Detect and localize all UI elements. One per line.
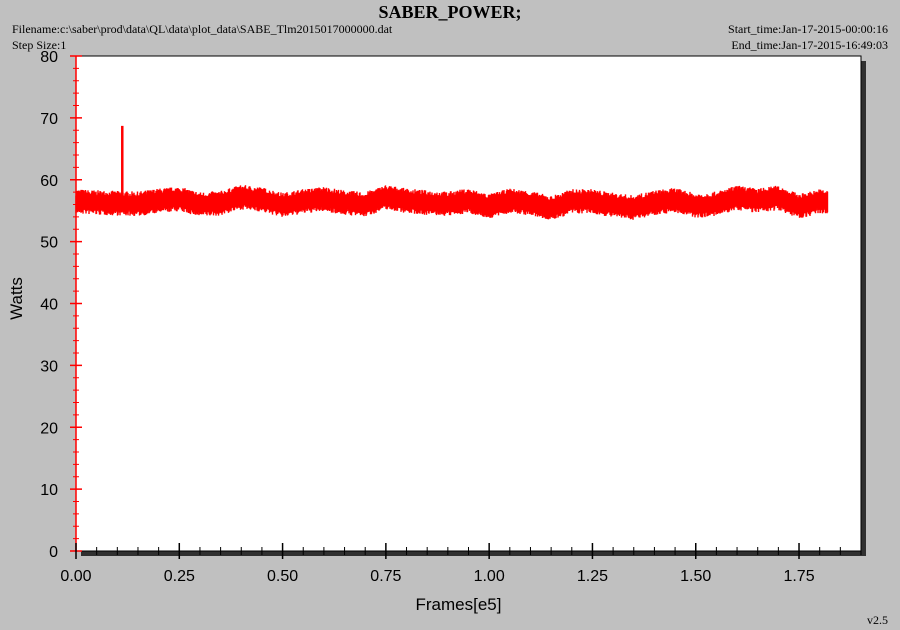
step-size-label: Step Size:1 bbox=[12, 38, 67, 52]
x-axis-label: Frames[e5] bbox=[416, 595, 502, 614]
y-tick-label: 70 bbox=[40, 111, 58, 128]
y-tick-label: 40 bbox=[40, 297, 58, 314]
x-tick-label: 0.50 bbox=[267, 568, 298, 585]
filename-label: Filename:c:\saber\prod\data\QL\data\plot… bbox=[12, 22, 393, 36]
y-tick-label: 20 bbox=[40, 420, 58, 437]
end-time-label: End_time:Jan-17-2015-16:49:03 bbox=[731, 38, 888, 52]
x-tick-label: 0.75 bbox=[370, 568, 401, 585]
y-tick-label: 50 bbox=[40, 235, 58, 252]
series-layer bbox=[70, 125, 832, 220]
x-tick-label: 1.25 bbox=[577, 568, 608, 585]
y-tick-label: 10 bbox=[40, 482, 58, 499]
version-label: v2.5 bbox=[867, 613, 888, 627]
plot-area bbox=[75, 55, 862, 552]
y-tick-label: 30 bbox=[40, 358, 58, 375]
x-tick-label: 1.50 bbox=[680, 568, 711, 585]
y-tick-label: 0 bbox=[49, 544, 58, 561]
x-tick-label: 1.00 bbox=[474, 568, 505, 585]
start-time-label: Start_time:Jan-17-2015-00:00:16 bbox=[728, 22, 888, 36]
y-tick-label: 80 bbox=[40, 49, 58, 66]
chart-title: SABER_POWER; bbox=[378, 2, 522, 22]
x-tick-label: 0.00 bbox=[60, 568, 91, 585]
axis-layer: 0 10 20 30 40 50 60 70 80 0.00 0.25 0.50 0.75 1.00 1.2… bbox=[40, 49, 862, 585]
x-tick-label: 1.75 bbox=[783, 568, 814, 585]
y-axis-label: Watts bbox=[7, 277, 26, 320]
series-core bbox=[70, 189, 832, 216]
x-tick-label: 0.25 bbox=[164, 568, 195, 585]
y-tick-label: 60 bbox=[40, 173, 58, 190]
